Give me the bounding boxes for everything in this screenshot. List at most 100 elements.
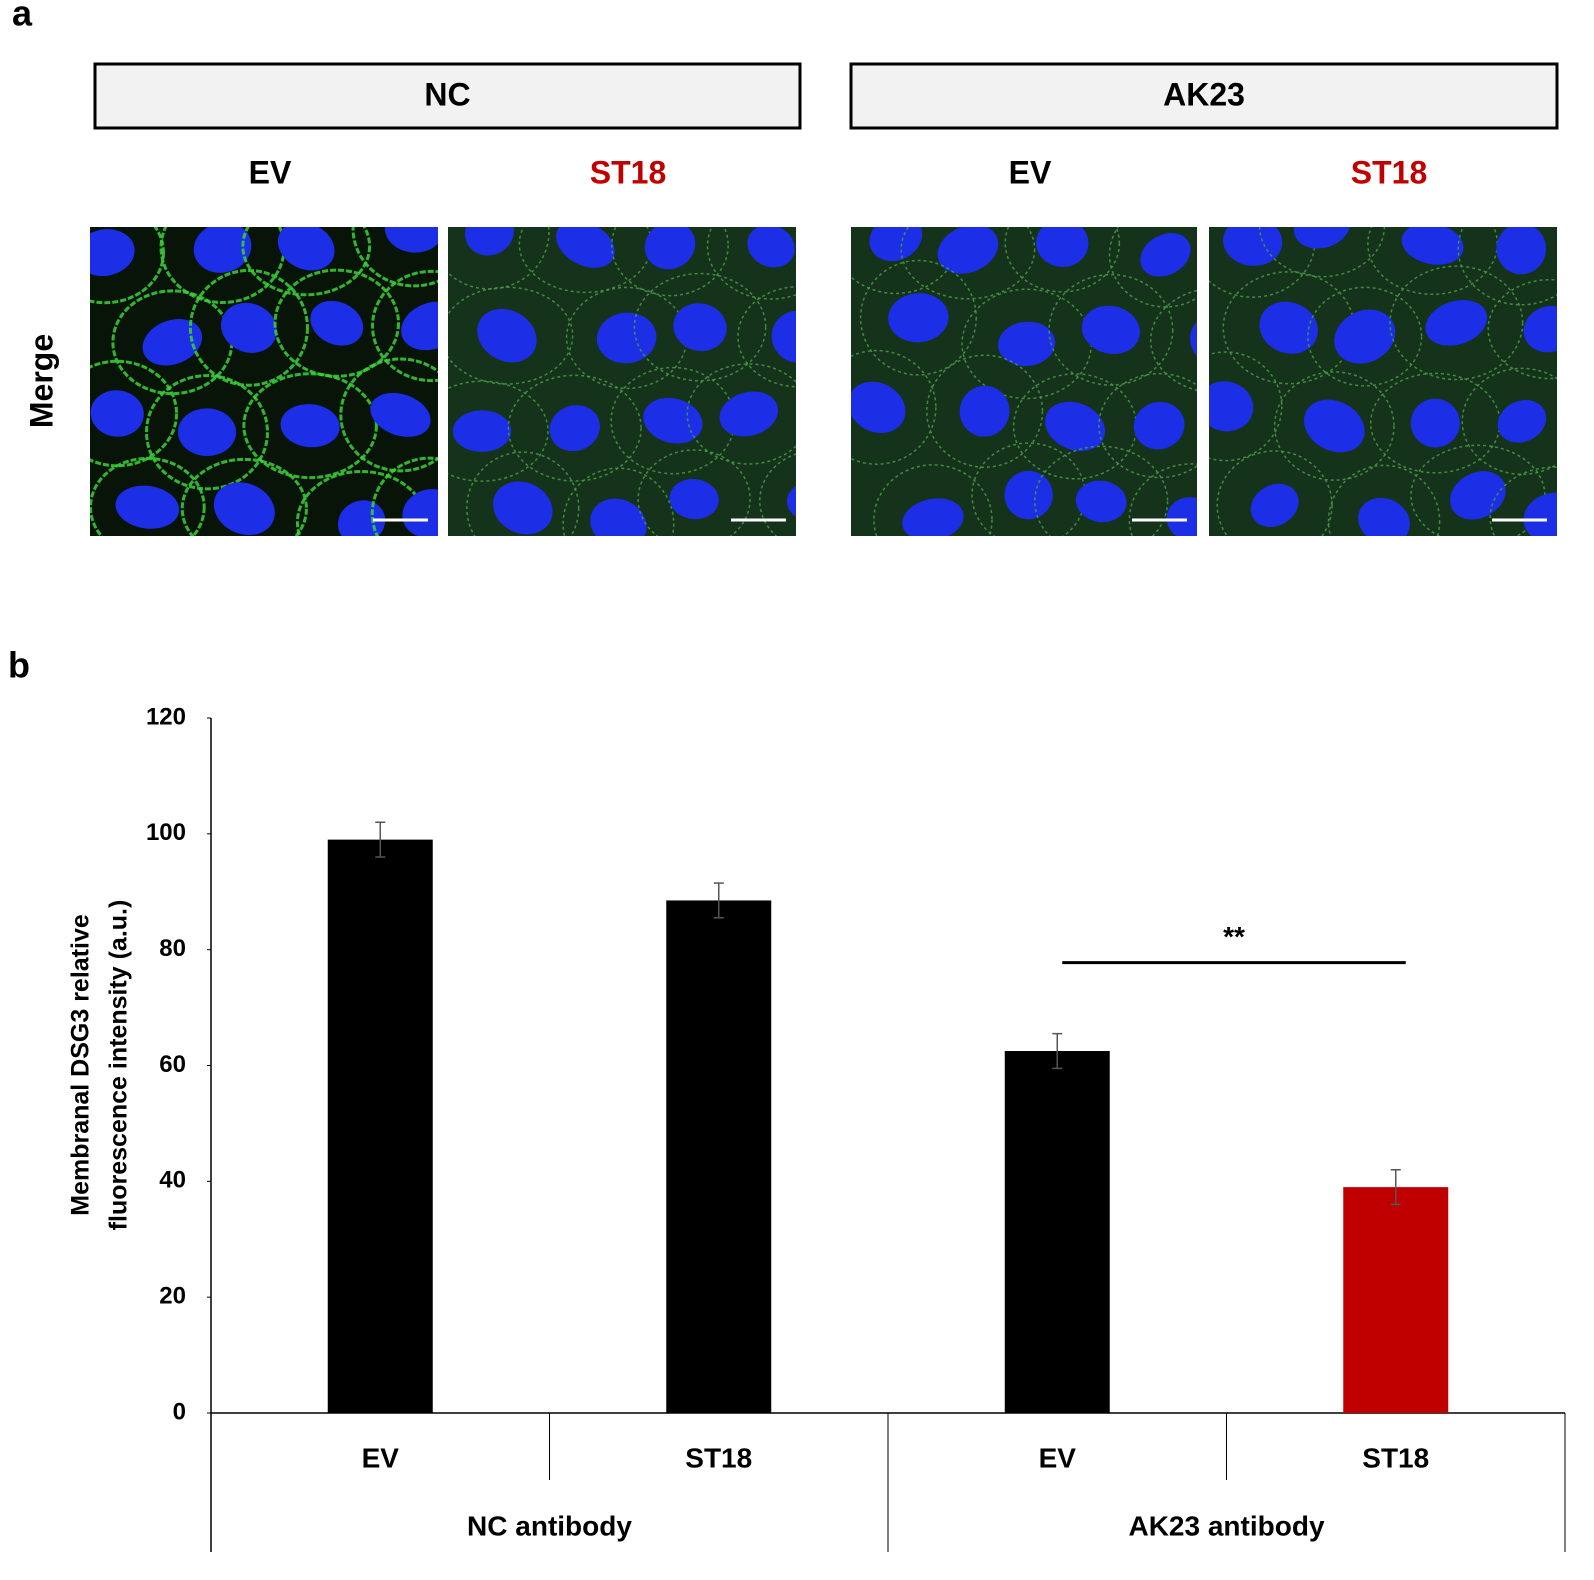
nucleus [370, 392, 431, 437]
nucleus [747, 227, 795, 268]
cell-membrane [1489, 466, 1557, 536]
nucleus [1358, 497, 1410, 536]
nucleus [142, 318, 203, 366]
nucleus [1410, 398, 1460, 448]
nucleus [493, 481, 553, 535]
nucleus [673, 303, 727, 352]
bar [327, 839, 433, 1413]
nucleus [464, 227, 514, 256]
cell-membrane [1209, 351, 1283, 462]
cell-membrane [1048, 273, 1174, 386]
cell-membrane [706, 227, 796, 300]
nucleus [719, 391, 779, 437]
cell-membrane [1327, 464, 1441, 536]
column-label: ST18 [1351, 154, 1427, 190]
bar [666, 900, 772, 1413]
image-bg [90, 227, 438, 536]
cell-membrane [90, 359, 179, 468]
cell-membrane [1487, 278, 1557, 380]
cell-membrane [370, 456, 438, 536]
nucleus [402, 489, 438, 536]
column-label: EV [249, 154, 292, 190]
nucleus [851, 381, 906, 433]
nucleus [1036, 227, 1089, 267]
micrograph [851, 227, 1197, 536]
nucleus [869, 227, 923, 262]
y-tick-label: 80 [159, 935, 186, 962]
group-box [93, 62, 802, 130]
nucleus [902, 498, 964, 536]
bar [1343, 1187, 1449, 1413]
nucleus [1303, 399, 1365, 453]
nucleus [115, 485, 180, 529]
nucleus [959, 385, 1010, 437]
y-axis-label: fluorescence intensity (a.u.) [105, 900, 133, 1231]
nucleus [280, 404, 340, 448]
nucleus [177, 408, 237, 457]
group-title: NC [424, 76, 470, 112]
nucleus [452, 410, 512, 452]
cell-membrane [851, 349, 937, 465]
nucleus [310, 300, 364, 346]
nucleus [1133, 401, 1185, 450]
x-tick-label: ST18 [1362, 1442, 1429, 1473]
nucleus [1140, 233, 1191, 277]
cell-membrane [926, 354, 1044, 468]
cell-membrane [242, 372, 378, 480]
cell-membrane [1098, 372, 1197, 479]
cell-membrane [637, 449, 751, 536]
nucleus [90, 390, 144, 437]
nucleus [556, 227, 615, 268]
cell-membrane [448, 380, 549, 482]
cell-membrane [1108, 227, 1197, 308]
y-tick-label: 100 [146, 819, 186, 846]
cell-membrane [873, 464, 993, 536]
nucleus [221, 302, 277, 353]
cell-membrane [1307, 286, 1423, 387]
micrograph [448, 227, 796, 536]
nucleus [193, 227, 252, 273]
cell-membrane [188, 268, 309, 387]
nucleus [1004, 470, 1053, 520]
nucleus [1259, 301, 1318, 354]
nucleus [477, 308, 537, 363]
x-tick-label: EV [1039, 1442, 1077, 1473]
cell-membrane [1004, 227, 1121, 293]
nucleus [1334, 309, 1396, 364]
y-tick-label: 40 [159, 1167, 186, 1194]
cell-membrane [1149, 289, 1197, 391]
cell-membrane [180, 457, 308, 536]
nucleus [771, 310, 796, 363]
x-tick-label: EV [362, 1442, 400, 1473]
nucleus [1081, 305, 1140, 354]
significance-label: ** [1223, 921, 1245, 952]
cell-membrane [1273, 371, 1395, 481]
y-tick-label: 20 [159, 1283, 186, 1310]
nucleus [549, 405, 600, 452]
y-tick-label: 0 [173, 1398, 186, 1425]
column-label: ST18 [590, 154, 666, 190]
cell-membrane [351, 227, 438, 288]
y-tick-label: 60 [159, 1051, 186, 1078]
cell-membrane [507, 374, 642, 482]
nucleus [1166, 497, 1197, 536]
y-tick-label: 120 [146, 703, 186, 730]
nucleus [1496, 227, 1547, 275]
nucleus [669, 478, 719, 520]
nucleus [277, 227, 335, 271]
row-label: Merge [23, 334, 59, 428]
cell-membrane [273, 268, 400, 378]
micrograph [90, 227, 438, 536]
cell-membrane [145, 374, 269, 491]
cell-membrane [241, 227, 372, 297]
cell-membrane [562, 467, 675, 536]
nucleus [1250, 483, 1299, 527]
micrograph [1209, 227, 1557, 536]
nucleus [213, 482, 275, 536]
nucleus [384, 227, 438, 253]
cell-membrane [1128, 463, 1197, 536]
nucleus [590, 498, 647, 536]
panel-label: b [8, 645, 30, 686]
cell-membrane [448, 286, 574, 385]
